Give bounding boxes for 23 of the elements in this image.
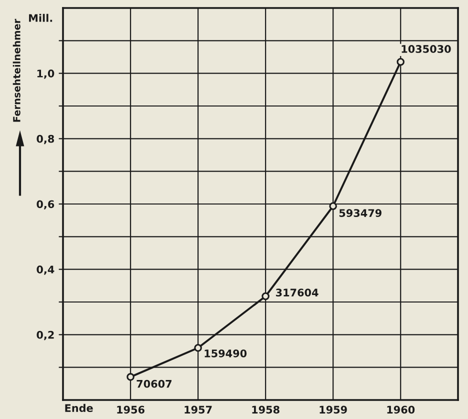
y-tick-label: 0,4 xyxy=(36,266,54,275)
point xyxy=(262,292,270,300)
text: Mill. xyxy=(29,14,52,22)
x-axis-title: Ende xyxy=(65,404,93,412)
annotation: 1035030 xyxy=(402,45,451,53)
y-tick-label: 0,6 xyxy=(36,200,54,210)
x-tick-label: 1960 xyxy=(387,406,415,414)
y-axis-title: Fernsehteilnehmer xyxy=(12,18,20,122)
annotation: 317604 xyxy=(276,288,318,296)
y-tick-label: 0,8 xyxy=(36,134,54,144)
annotation: 159490 xyxy=(204,349,247,358)
point xyxy=(194,344,202,352)
point xyxy=(329,202,337,210)
x-tick-label: 1958 xyxy=(252,406,280,414)
point xyxy=(396,58,404,66)
x-tick-label: 1957 xyxy=(184,406,212,414)
point xyxy=(126,373,134,381)
annotation: 593479 xyxy=(339,209,382,217)
y-tick-label: 0,2 xyxy=(36,330,54,340)
x-tick-label: 1959 xyxy=(320,406,347,414)
annotation: 70607 xyxy=(136,380,172,388)
x-tick-label: 1956 xyxy=(117,406,144,414)
y-tick-label: 1,0 xyxy=(37,70,54,79)
